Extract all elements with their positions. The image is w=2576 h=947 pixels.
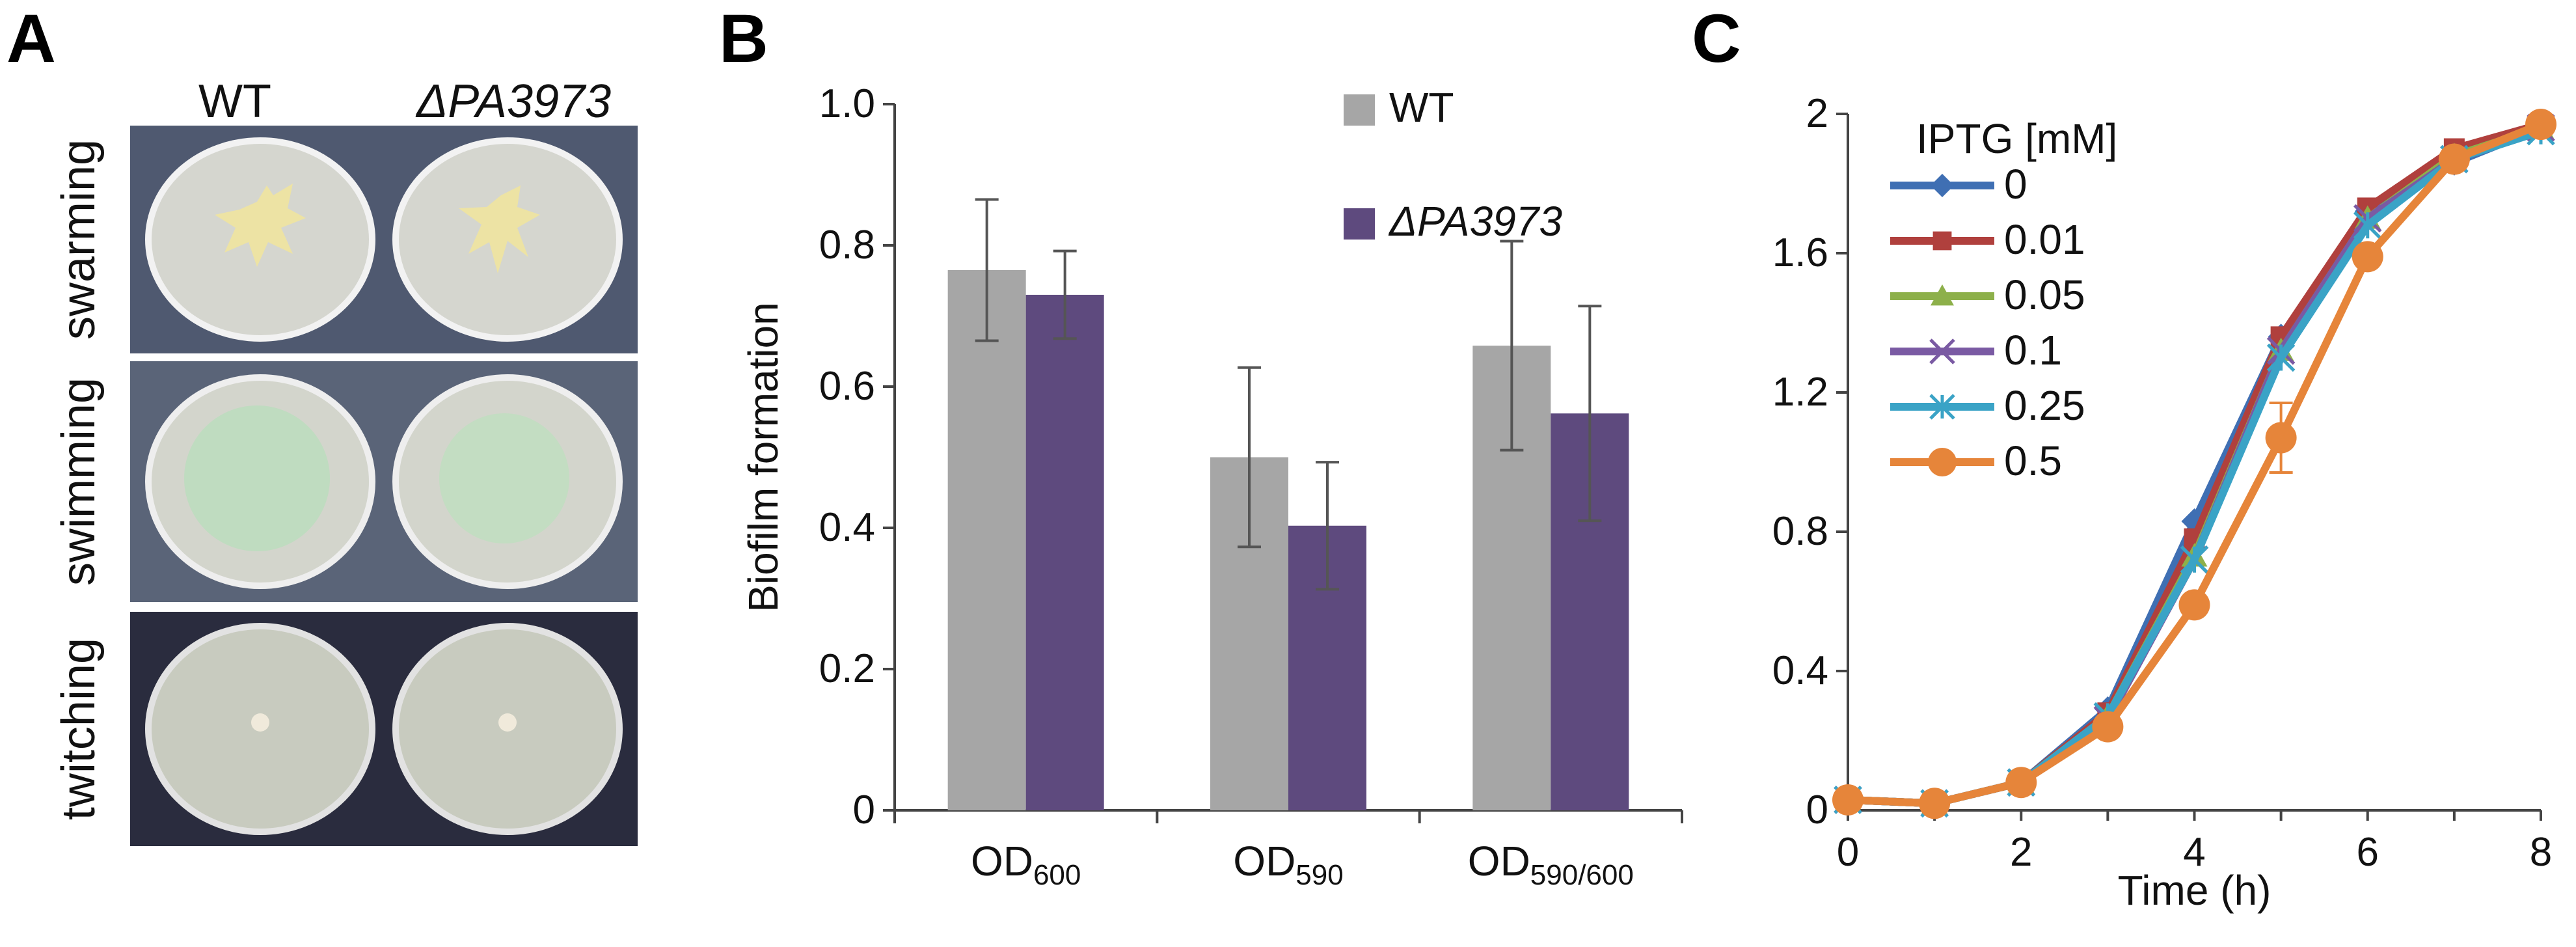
line-point xyxy=(2353,211,2382,240)
bar-category-label: OD600 xyxy=(971,838,1081,891)
bar-y-axis-title: Biofilm formation xyxy=(740,302,787,612)
wt-column-label: WT xyxy=(198,75,271,128)
line-y-tick-label: 0.4 xyxy=(1772,648,1828,693)
swarming-mutant-colony xyxy=(459,185,540,273)
bar-y-tick-label: 0.2 xyxy=(819,646,875,691)
twitching-mutant-colony xyxy=(498,713,517,732)
line-x-tick-label: 6 xyxy=(2357,830,2379,875)
line-legend-marker xyxy=(1931,174,1954,197)
bar-legend-swatch xyxy=(1344,94,1375,126)
swarming-wt-colony xyxy=(215,184,306,267)
line-y-tick-label: 0.8 xyxy=(1772,509,1828,554)
mutant-column-label: ΔPA3973 xyxy=(415,75,611,128)
line-point xyxy=(1919,788,1951,819)
line-legend-marker xyxy=(1928,448,1957,476)
line-legend-marker xyxy=(1929,338,1955,364)
line-y-tick-label: 2 xyxy=(1806,91,1828,136)
line-legend-title: IPTG [mM] xyxy=(1916,115,2117,162)
line-point xyxy=(2438,143,2470,175)
line-point xyxy=(2266,343,2296,372)
line-legend-label: 0.5 xyxy=(2004,437,2062,484)
bar-y-tick-label: 0.4 xyxy=(819,505,875,550)
swimming-wt-zone xyxy=(184,405,330,551)
bar-legend-label: ΔPA3973 xyxy=(1388,198,1562,245)
bar-category-base: OD xyxy=(971,838,1033,885)
row-label-swarming: swarming xyxy=(53,139,105,340)
bar-category-subscript: 590/600 xyxy=(1530,859,1634,891)
bar-y-tick-label: 1.0 xyxy=(819,81,875,126)
line-x-tick-label: 0 xyxy=(1837,830,1859,875)
swimming-mutant-zone xyxy=(439,413,569,543)
bar-mutant xyxy=(1025,294,1104,810)
twitching-wt-colony xyxy=(251,713,269,732)
bar-category-subscript: 600 xyxy=(1033,859,1081,891)
panel-c-letter: C xyxy=(1692,1,1741,77)
line-legend-label: 0.01 xyxy=(2004,216,2085,263)
twitching-photo-row xyxy=(130,612,638,846)
panel-a-letter: A xyxy=(7,1,56,77)
line-y-tick-label: 1.6 xyxy=(1772,230,1828,275)
line-x-axis-title: Time (h) xyxy=(2118,867,2271,914)
line-y-tick-label: 1.2 xyxy=(1772,370,1828,415)
line-x-tick-label: 2 xyxy=(2010,830,2032,875)
bar-y-tick-label: 0.6 xyxy=(819,364,875,409)
line-legend-label: 0 xyxy=(2004,161,2027,208)
line-legend-label: 0.1 xyxy=(2004,327,2062,374)
line-point xyxy=(2005,767,2037,799)
line-point xyxy=(1832,784,1864,816)
line-point xyxy=(2178,589,2210,621)
bar-category-subscript: 590 xyxy=(1295,859,1343,891)
panel-b-letter: B xyxy=(719,1,768,77)
swimming-photo-row xyxy=(130,361,638,602)
bar-legend-label: WT xyxy=(1389,84,1454,131)
line-legend-marker xyxy=(1931,284,1954,306)
bar-y-tick-label: 0.8 xyxy=(819,223,875,268)
line-x-tick-label: 8 xyxy=(2530,830,2552,875)
line-legend-marker xyxy=(1932,231,1952,251)
bar-category-base: OD xyxy=(1468,838,1530,885)
bar-category-base: OD xyxy=(1233,838,1295,885)
bar-legend-swatch xyxy=(1344,208,1375,240)
row-label-twitching: twitching xyxy=(53,638,105,820)
line-point xyxy=(2180,545,2209,574)
line-legend-label: 0.25 xyxy=(2004,382,2085,429)
bar-y-tick-label: 0 xyxy=(853,788,875,832)
line-point xyxy=(2525,109,2556,141)
line-point xyxy=(2092,711,2124,743)
row-label-swimming: swimming xyxy=(53,377,105,586)
line-point xyxy=(2352,241,2383,273)
line-legend-label: 0.05 xyxy=(2004,271,2085,318)
line-x-tick-label: 4 xyxy=(2183,830,2205,875)
line-y-tick-label: 0 xyxy=(1806,788,1828,832)
swarming-photo-row xyxy=(130,126,638,353)
bar-wt xyxy=(947,269,1026,811)
bar-category-label: OD590 xyxy=(1233,838,1343,891)
line-legend-marker xyxy=(1929,394,1955,420)
bar-category-label: OD590/600 xyxy=(1468,838,1634,891)
line-point xyxy=(2265,422,2297,454)
